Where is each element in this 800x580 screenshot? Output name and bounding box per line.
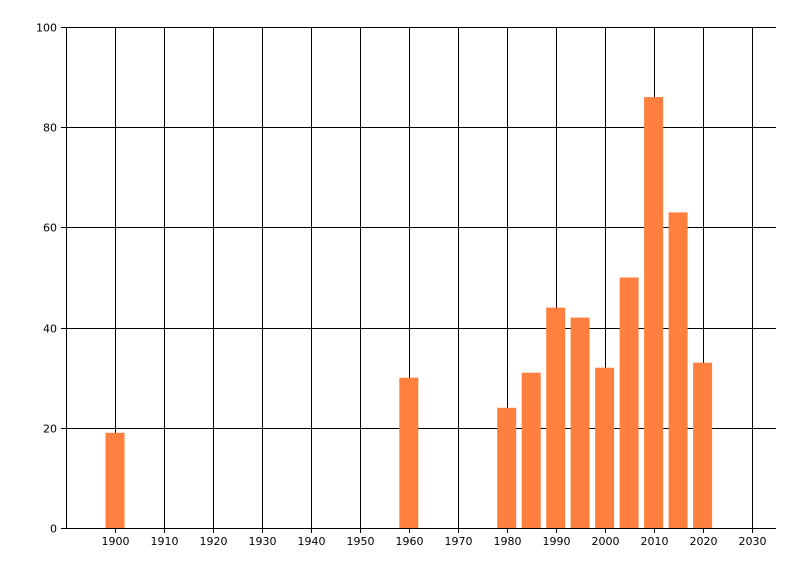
x-tick-label-1910: 1910 [151,535,179,548]
bar-1985 [521,372,541,528]
x-tick-label-1940: 1940 [298,535,326,548]
x-tick-label-1980: 1980 [494,535,522,548]
x-tick-label-1950: 1950 [347,535,375,548]
bar-1990 [546,307,566,528]
y-tick-label-0: 0 [50,523,57,536]
x-tick-label-2030: 2030 [739,535,767,548]
bar-2020 [693,362,713,528]
y-tick-label-60: 60 [43,222,57,235]
bar-1995 [570,317,590,528]
y-tick-label-40: 40 [43,323,57,336]
bars [105,97,713,528]
y-tick-labels: 0 20 40 60 80 100 [36,22,57,536]
bar-2010 [644,97,664,528]
bar-2005 [619,277,639,528]
bar-1980 [497,407,517,528]
x-tick-label-1990: 1990 [543,535,571,548]
bar-1900 [105,432,125,528]
x-tick-label-1930: 1930 [249,535,277,548]
x-tick-label-1920: 1920 [200,535,228,548]
x-tick-label-2010: 2010 [641,535,669,548]
y-tick-label-20: 20 [43,423,57,436]
x-tick-labels: 1900 1910 1920 1930 1940 1950 1960 1970 1980 1990… [102,535,767,548]
axes [61,27,776,529]
x-tick-label-1900: 1900 [102,535,130,548]
bar-2000 [595,367,615,528]
bar-2015 [668,212,688,528]
x-tick-label-1970: 1970 [445,535,473,548]
y-tick-label-100: 100 [36,22,57,35]
bar-1960 [399,377,419,528]
x-tick-label-2020: 2020 [690,535,718,548]
y-tick-label-80: 80 [43,122,57,135]
x-tick-label-2000: 2000 [592,535,620,548]
x-tick-label-1960: 1960 [396,535,424,548]
